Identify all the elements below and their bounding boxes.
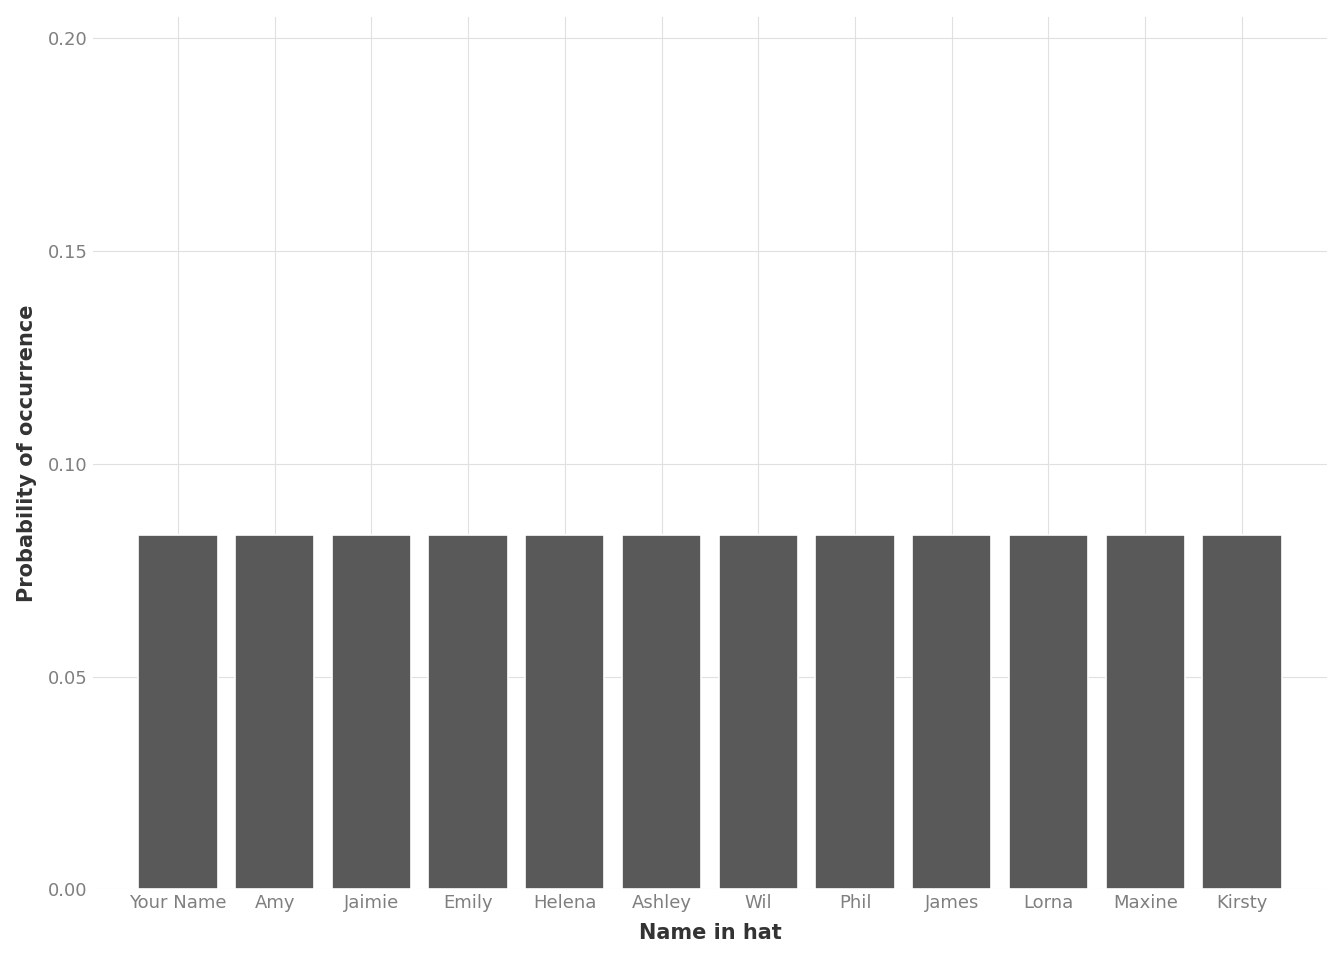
Bar (138, 535, 218, 889)
Bar (429, 535, 508, 889)
Bar (719, 535, 798, 889)
Bar (235, 535, 314, 889)
Bar (1106, 535, 1185, 889)
Bar (622, 535, 702, 889)
Bar (913, 535, 992, 889)
Bar (816, 535, 895, 889)
Y-axis label: Probability of occurrence: Probability of occurrence (16, 304, 36, 602)
Bar (1203, 535, 1282, 889)
X-axis label: Name in hat: Name in hat (638, 924, 781, 944)
Bar (332, 535, 411, 889)
Bar (1009, 535, 1089, 889)
Bar (526, 535, 605, 889)
